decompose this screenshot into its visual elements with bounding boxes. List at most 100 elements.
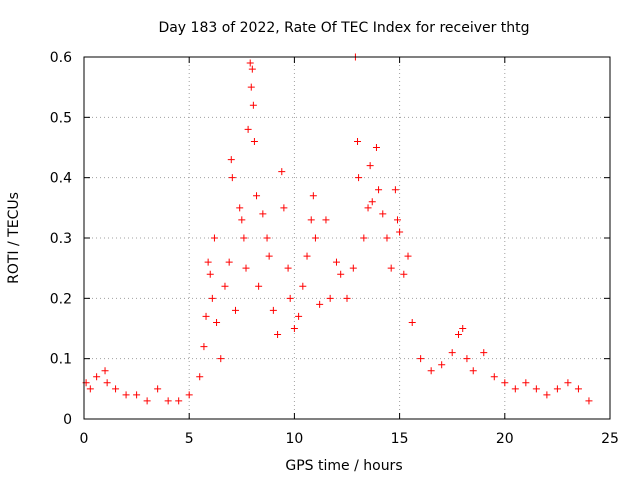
data-point	[372, 144, 380, 151]
data-point	[543, 391, 551, 399]
x-tick-label: 0	[80, 431, 89, 447]
y-tick-label: 0.6	[50, 50, 72, 66]
data-point	[86, 385, 94, 393]
y-tick-label: 0.1	[50, 352, 72, 368]
data-point	[309, 192, 317, 200]
data-point	[427, 367, 435, 375]
data-point	[408, 318, 416, 326]
data-point	[247, 83, 255, 91]
data-point	[249, 101, 257, 109]
data-point	[164, 397, 172, 405]
data-point	[400, 270, 408, 278]
data-point	[208, 294, 216, 302]
data-point	[103, 379, 111, 387]
data-point	[391, 186, 399, 194]
x-tick-label: 5	[185, 431, 194, 447]
chart-title: Day 183 of 2022, Rate Of TEC Index for r…	[158, 20, 529, 36]
data-point	[316, 300, 324, 308]
data-point	[202, 312, 210, 320]
data-point	[375, 186, 383, 194]
data-point	[343, 294, 351, 302]
data-point	[213, 318, 221, 326]
data-point	[259, 210, 267, 218]
x-tick-label: 25	[601, 431, 619, 447]
data-point	[299, 282, 307, 290]
y-tick-label: 0	[63, 412, 72, 428]
data-point	[210, 234, 218, 242]
data-point	[221, 282, 229, 290]
grid-lines	[84, 57, 610, 419]
y-axis-ticks: 0 0.1 0.2 0.3 0.4 0.5 0.6	[50, 50, 610, 428]
data-point	[379, 210, 387, 218]
data-point	[366, 162, 374, 170]
data-point	[337, 270, 345, 278]
y-tick-label: 0.5	[50, 110, 72, 126]
data-point	[93, 373, 101, 381]
data-point	[238, 216, 246, 224]
data-point	[286, 294, 294, 302]
data-point	[349, 264, 357, 272]
data-point	[265, 252, 273, 260]
data-point	[438, 361, 446, 369]
data-point	[284, 264, 292, 272]
data-point	[246, 59, 254, 67]
data-point	[225, 258, 233, 266]
data-point	[112, 385, 120, 393]
data-point	[200, 343, 208, 351]
data-point	[217, 355, 225, 363]
x-tick-label: 15	[391, 431, 409, 447]
data-point	[463, 355, 471, 363]
data-point	[383, 234, 391, 242]
data-point	[122, 391, 130, 399]
y-tick-label: 0.3	[50, 231, 72, 247]
data-point	[532, 385, 540, 393]
data-point	[242, 264, 250, 272]
data-point	[553, 385, 561, 393]
data-point	[585, 397, 593, 405]
data-point	[501, 379, 509, 387]
y-axis-label: ROTI / TECUs	[6, 192, 22, 284]
y-tick-label: 0.2	[50, 291, 72, 307]
data-point	[404, 252, 412, 260]
data-point	[459, 325, 467, 332]
data-point	[269, 306, 277, 314]
data-point	[133, 391, 141, 399]
x-axis-ticks: 0 5 10 15 20 25	[80, 57, 619, 447]
data-point	[480, 349, 488, 357]
x-tick-label: 20	[496, 431, 514, 447]
data-point	[196, 373, 204, 381]
data-point	[228, 174, 236, 182]
data-point	[248, 65, 256, 73]
data-point	[101, 367, 109, 375]
data-point	[274, 331, 282, 339]
data-point	[387, 264, 395, 272]
data-point	[227, 156, 235, 164]
plot-frame	[83, 56, 611, 420]
data-point	[355, 174, 363, 182]
data-point	[175, 397, 183, 405]
data-point	[231, 306, 239, 314]
data-point	[360, 234, 368, 242]
data-point	[511, 385, 519, 393]
data-points	[82, 53, 593, 405]
data-point	[244, 125, 252, 133]
data-point	[206, 270, 214, 278]
data-point	[280, 204, 288, 212]
x-tick-label: 10	[285, 431, 303, 447]
data-point	[278, 168, 286, 176]
data-point	[396, 228, 404, 236]
data-point	[307, 216, 315, 224]
data-point	[185, 391, 193, 399]
y-tick-label: 0.4	[50, 171, 72, 187]
data-point	[290, 325, 298, 332]
data-point	[448, 349, 456, 357]
data-point	[143, 397, 151, 405]
data-point	[368, 198, 376, 206]
data-point	[263, 234, 271, 242]
data-point	[564, 379, 572, 387]
data-point	[250, 137, 258, 145]
data-point	[364, 204, 372, 212]
data-point	[490, 373, 498, 381]
data-point	[322, 216, 330, 224]
